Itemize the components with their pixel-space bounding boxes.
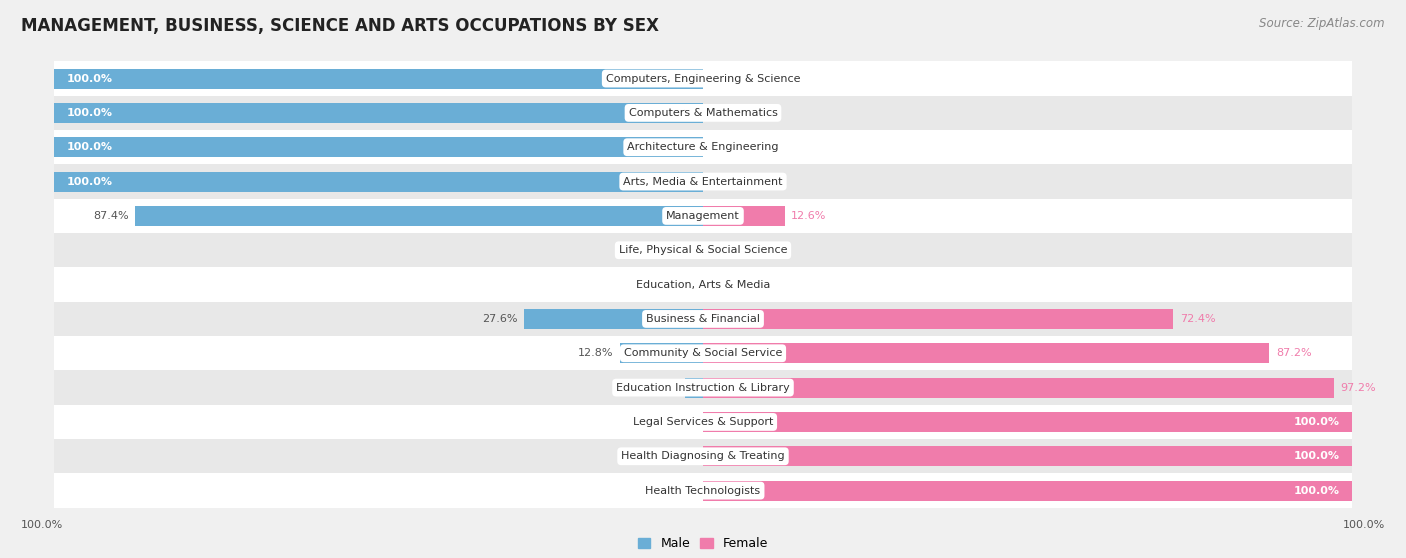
Text: 0.0%: 0.0% (668, 451, 696, 461)
Text: 2.8%: 2.8% (650, 383, 678, 393)
Bar (53, 103, 703, 123)
Text: Architecture & Engineering: Architecture & Engineering (627, 142, 779, 152)
Bar (703, 480, 1353, 501)
Bar (53, 69, 703, 89)
Bar (53, 267, 1353, 302)
Bar (703, 412, 1353, 432)
Text: 0.0%: 0.0% (710, 108, 738, 118)
Bar (703, 446, 1353, 466)
Text: 0.0%: 0.0% (668, 485, 696, 496)
Text: Education, Arts & Media: Education, Arts & Media (636, 280, 770, 290)
Bar (53, 336, 1353, 371)
Text: 100.0%: 100.0% (1343, 520, 1385, 530)
Bar (53, 165, 1353, 199)
Text: 0.0%: 0.0% (668, 417, 696, 427)
Text: 87.4%: 87.4% (93, 211, 129, 221)
Text: 0.0%: 0.0% (668, 246, 696, 255)
Bar (53, 473, 1353, 508)
Text: Arts, Media & Entertainment: Arts, Media & Entertainment (623, 176, 783, 186)
Legend: Male, Female: Male, Female (633, 532, 773, 555)
Bar (53, 137, 703, 157)
Text: Life, Physical & Social Science: Life, Physical & Social Science (619, 246, 787, 255)
Bar (53, 96, 1353, 130)
Bar (620, 343, 703, 363)
Text: 97.2%: 97.2% (1341, 383, 1376, 393)
Text: Health Technologists: Health Technologists (645, 485, 761, 496)
Text: 100.0%: 100.0% (66, 142, 112, 152)
Text: 100.0%: 100.0% (1294, 451, 1340, 461)
Text: 0.0%: 0.0% (668, 280, 696, 290)
Bar (524, 309, 703, 329)
Bar (703, 206, 785, 226)
Bar (53, 371, 1353, 405)
Text: 72.4%: 72.4% (1180, 314, 1215, 324)
Text: 100.0%: 100.0% (1294, 485, 1340, 496)
Bar (53, 302, 1353, 336)
Text: Health Diagnosing & Treating: Health Diagnosing & Treating (621, 451, 785, 461)
Bar (703, 378, 1334, 397)
Text: Education Instruction & Library: Education Instruction & Library (616, 383, 790, 393)
Text: Computers, Engineering & Science: Computers, Engineering & Science (606, 74, 800, 84)
Text: 100.0%: 100.0% (21, 520, 63, 530)
Text: 100.0%: 100.0% (66, 176, 112, 186)
Text: Management: Management (666, 211, 740, 221)
Text: 0.0%: 0.0% (710, 74, 738, 84)
Text: 27.6%: 27.6% (482, 314, 517, 324)
Text: 12.6%: 12.6% (792, 211, 827, 221)
Text: 100.0%: 100.0% (1294, 417, 1340, 427)
Text: Source: ZipAtlas.com: Source: ZipAtlas.com (1260, 17, 1385, 30)
Bar (685, 378, 703, 397)
Bar (703, 309, 1173, 329)
Text: Community & Social Service: Community & Social Service (624, 348, 782, 358)
Text: 100.0%: 100.0% (66, 74, 112, 84)
Text: 0.0%: 0.0% (710, 176, 738, 186)
Text: 100.0%: 100.0% (66, 108, 112, 118)
Text: Computers & Mathematics: Computers & Mathematics (628, 108, 778, 118)
Text: 0.0%: 0.0% (710, 246, 738, 255)
Bar (53, 233, 1353, 267)
Text: MANAGEMENT, BUSINESS, SCIENCE AND ARTS OCCUPATIONS BY SEX: MANAGEMENT, BUSINESS, SCIENCE AND ARTS O… (21, 17, 659, 35)
Bar (53, 61, 1353, 96)
Text: Business & Financial: Business & Financial (645, 314, 761, 324)
Bar (53, 199, 1353, 233)
Bar (53, 405, 1353, 439)
Bar (135, 206, 703, 226)
Bar (53, 130, 1353, 165)
Text: Legal Services & Support: Legal Services & Support (633, 417, 773, 427)
Bar (53, 439, 1353, 473)
Bar (703, 343, 1270, 363)
Text: 0.0%: 0.0% (710, 142, 738, 152)
Bar (53, 172, 703, 191)
Text: 12.8%: 12.8% (578, 348, 613, 358)
Text: 87.2%: 87.2% (1275, 348, 1312, 358)
Text: 0.0%: 0.0% (710, 280, 738, 290)
